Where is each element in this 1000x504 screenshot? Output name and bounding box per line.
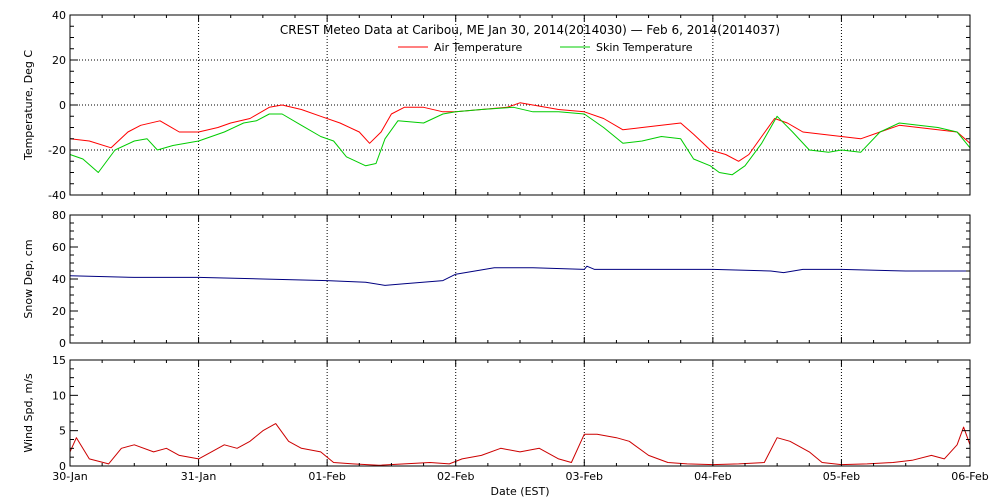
panel-0-series-0-line — [69, 102, 971, 162]
panel-1-frame — [69, 214, 971, 344]
panel-2-ytick-label: 10 — [52, 389, 66, 402]
panel-2-ytick-label: 5 — [59, 425, 66, 438]
panel-0-ytick-label: -40 — [48, 189, 66, 202]
panel-1-ytick-label: 0 — [59, 337, 66, 350]
panel-0-ytick-label: -20 — [48, 144, 66, 157]
panel-2-ylabel: Wind Spd, m/s — [22, 373, 35, 453]
xtick-label: 06-Feb — [951, 470, 988, 483]
panel-1-ytick-label: 20 — [52, 305, 66, 318]
panel-0-ylabel: Temperature, Deg C — [22, 50, 35, 161]
panel-1-ytick-label: 40 — [52, 273, 66, 286]
chart-title: CREST Meteo Data at Caribou, ME Jan 30, … — [280, 23, 780, 37]
xtick-label: 02-Feb — [437, 470, 474, 483]
xtick-label: 05-Feb — [823, 470, 860, 483]
xtick-label: 04-Feb — [694, 470, 731, 483]
panel-2-ytick-label: 15 — [52, 354, 66, 367]
panel-1-ytick-label: 60 — [52, 241, 66, 254]
x-axis-title: Date (EST) — [490, 485, 549, 498]
panel-1-ylabel: Snow Dep, cm — [22, 239, 35, 318]
xtick-label: 30-Jan — [52, 470, 88, 483]
panel-0-ytick-label: 0 — [59, 99, 66, 112]
panel-2-series-0-line — [69, 423, 971, 466]
panel-1-ytick-label: 80 — [52, 209, 66, 222]
panel-1-series-0-line — [69, 265, 970, 286]
panel-0-ytick-label: 20 — [52, 54, 66, 67]
legend-label: Skin Temperature — [596, 41, 693, 54]
panel-2-ytick-label: 0 — [59, 460, 66, 473]
xtick-label: 01-Feb — [308, 470, 345, 483]
legend-label: Air Temperature — [434, 41, 523, 54]
xtick-label: 03-Feb — [566, 470, 603, 483]
panel-2-frame — [69, 359, 971, 467]
panel-0-series-1-line — [69, 106, 971, 176]
xtick-label: 31-Jan — [181, 470, 217, 483]
panel-0-ytick-label: 40 — [52, 9, 66, 22]
